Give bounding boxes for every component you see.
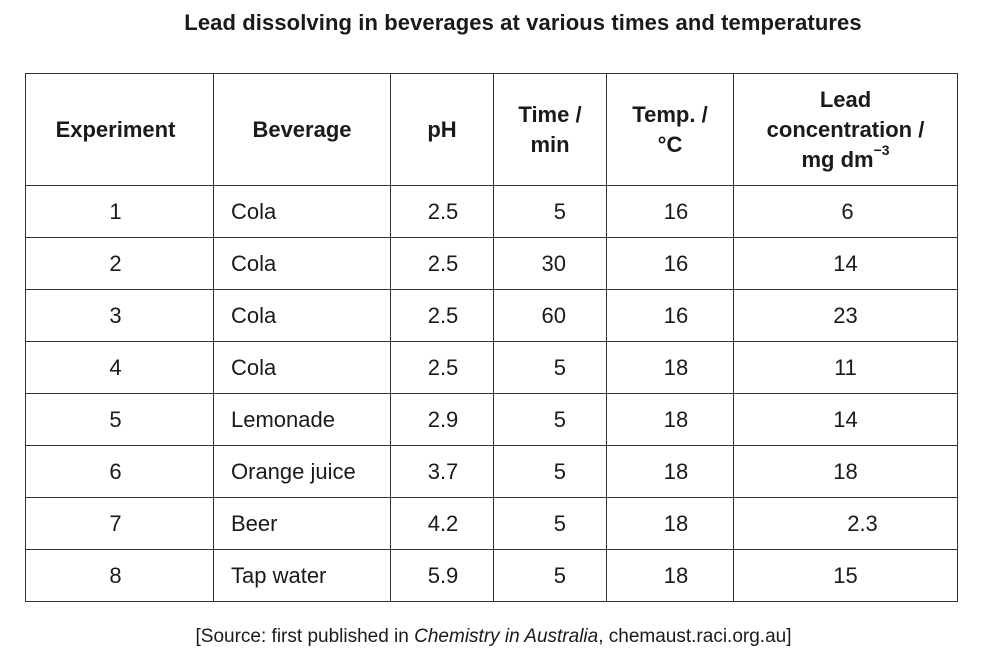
cell-beverage: Orange juice bbox=[213, 445, 391, 498]
cell-lead-concentration: 6 bbox=[733, 185, 958, 238]
table-row: 4 Cola 2.5 5 18 11 bbox=[25, 341, 958, 394]
cell-temp: 16 bbox=[606, 185, 734, 238]
header-time-line1: Time / bbox=[518, 101, 582, 127]
table-row: 6 Orange juice 3.7 5 18 18 bbox=[25, 445, 958, 498]
cell-beverage: Cola bbox=[213, 237, 391, 290]
header-time-line2: min bbox=[530, 131, 570, 157]
cell-lead-concentration: 14 bbox=[733, 237, 958, 290]
header-temp-line1: Temp. / bbox=[632, 101, 708, 127]
cell-ph: 2.5 bbox=[390, 185, 494, 238]
cell-experiment: 3 bbox=[25, 289, 214, 342]
page-title: Lead dissolving in beverages at various … bbox=[184, 10, 862, 35]
cell-time: 30 bbox=[493, 237, 607, 290]
cell-lead-concentration: 2.3 bbox=[733, 497, 958, 550]
cell-ph: 2.9 bbox=[390, 393, 494, 446]
cell-beverage: Tap water bbox=[213, 549, 391, 602]
header-temp-line2: °C bbox=[657, 131, 683, 157]
cell-time: 5 bbox=[493, 393, 607, 446]
cell-experiment: 8 bbox=[25, 549, 214, 602]
cell-experiment: 1 bbox=[25, 185, 214, 238]
cell-ph: 2.5 bbox=[390, 289, 494, 342]
cell-experiment: 5 bbox=[25, 393, 214, 446]
header-lead-line1: Lead bbox=[819, 86, 872, 112]
header-lead: Lead concentration / mg dm−3 bbox=[733, 73, 958, 186]
cell-experiment: 4 bbox=[25, 341, 214, 394]
cell-beverage: Beer bbox=[213, 497, 391, 550]
cell-temp: 18 bbox=[606, 393, 734, 446]
source-publication: Chemistry in Australia bbox=[414, 626, 599, 647]
cell-ph: 3.7 bbox=[390, 445, 494, 498]
table-row: 8 Tap water 5.9 5 18 15 bbox=[25, 549, 958, 602]
cell-ph: 2.5 bbox=[390, 237, 494, 290]
cell-experiment: 6 bbox=[25, 445, 214, 498]
cell-time: 5 bbox=[493, 341, 607, 394]
cell-ph: 5.9 bbox=[390, 549, 494, 602]
cell-lead-concentration: 11 bbox=[733, 341, 958, 394]
cell-lead-concentration: 15 bbox=[733, 549, 958, 602]
header-lead-line2: concentration / bbox=[766, 116, 925, 142]
cell-lead-concentration: 23 bbox=[733, 289, 958, 342]
header-experiment: Experiment bbox=[25, 73, 214, 186]
table-row: 5 Lemonade 2.9 5 18 14 bbox=[25, 393, 958, 446]
table-header-row: Experiment Beverage pH Time / min Temp. … bbox=[25, 73, 958, 186]
cell-time: 5 bbox=[493, 497, 607, 550]
cell-temp: 16 bbox=[606, 237, 734, 290]
cell-beverage: Cola bbox=[213, 289, 391, 342]
table-row: 3 Cola 2.5 60 16 23 bbox=[25, 289, 958, 342]
cell-time: 5 bbox=[493, 549, 607, 602]
cell-beverage: Cola bbox=[213, 341, 391, 394]
table-row: 7 Beer 4.2 5 18 2.3 bbox=[25, 497, 958, 550]
header-temp: Temp. / °C bbox=[606, 73, 734, 186]
source-prefix: [Source: first published in bbox=[195, 626, 415, 647]
cell-beverage: Cola bbox=[213, 185, 391, 238]
cell-beverage: Lemonade bbox=[213, 393, 391, 446]
cell-ph: 2.5 bbox=[390, 341, 494, 394]
data-table: Experiment Beverage pH Time / min Temp. … bbox=[25, 73, 958, 602]
cell-experiment: 2 bbox=[25, 237, 214, 290]
cell-ph: 4.2 bbox=[390, 497, 494, 550]
cell-experiment: 7 bbox=[25, 497, 214, 550]
cell-temp: 18 bbox=[606, 341, 734, 394]
table-row: 1 Cola 2.5 5 16 6 bbox=[25, 185, 958, 238]
table-row: 2 Cola 2.5 30 16 14 bbox=[25, 237, 958, 290]
source-citation: [Source: first published in Chemistry in… bbox=[0, 626, 987, 648]
cell-temp: 18 bbox=[606, 497, 734, 550]
cell-temp: 18 bbox=[606, 445, 734, 498]
cell-lead-concentration: 14 bbox=[733, 393, 958, 446]
header-ph: pH bbox=[390, 73, 494, 186]
header-lead-line3: mg dm bbox=[801, 146, 874, 172]
source-suffix: , chemaust.raci.org.au] bbox=[598, 626, 792, 647]
cell-time: 5 bbox=[493, 445, 607, 498]
cell-temp: 18 bbox=[606, 549, 734, 602]
table-body: 1 Cola 2.5 5 16 6 2 Cola 2.5 30 16 14 3 Cola 2.5 60 16 23… bbox=[25, 185, 958, 602]
cell-time: 5 bbox=[493, 185, 607, 238]
cell-time: 60 bbox=[493, 289, 607, 342]
header-lead-superscript: −3 bbox=[873, 142, 890, 159]
header-time: Time / min bbox=[493, 73, 607, 186]
cell-lead-concentration: 18 bbox=[733, 445, 958, 498]
header-beverage: Beverage bbox=[213, 73, 391, 186]
cell-temp: 16 bbox=[606, 289, 734, 342]
